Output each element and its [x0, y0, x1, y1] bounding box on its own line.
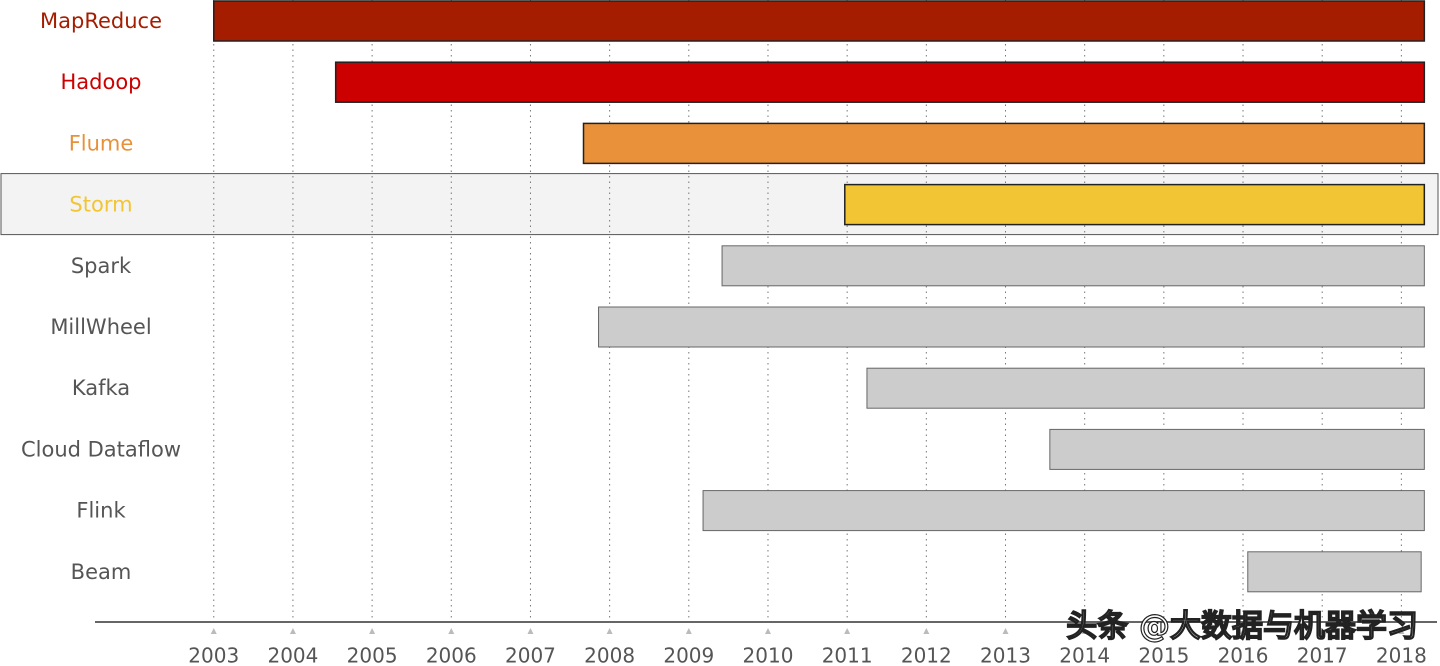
category-label: Beam — [71, 560, 132, 584]
tick-mark — [210, 628, 217, 634]
bar — [844, 183, 1426, 226]
tick-mark — [1002, 628, 1009, 634]
tick-mark — [685, 628, 692, 634]
x-tick-label: 2005 — [347, 644, 398, 666]
tick-mark — [1319, 628, 1326, 634]
x-tick-label: 2008 — [584, 644, 635, 666]
x-tick-label: 2006 — [426, 644, 477, 666]
category-label: Spark — [71, 254, 132, 278]
bar — [213, 0, 1426, 42]
x-tick-label: 2011 — [822, 644, 873, 666]
x-tick-label: 2009 — [663, 644, 714, 666]
bar — [721, 245, 1425, 287]
tick-mark — [764, 628, 771, 634]
category-label: Flume — [69, 131, 134, 155]
tick-mark — [1398, 628, 1405, 634]
x-tick-label: 2003 — [188, 644, 239, 666]
category-label: MapReduce — [40, 9, 162, 33]
bar — [1247, 551, 1422, 593]
tick-mark — [1081, 628, 1088, 634]
tick-mark — [1240, 628, 1247, 634]
tick-mark — [923, 628, 930, 634]
tick-mark — [448, 628, 455, 634]
category-label: MillWheel — [50, 315, 151, 339]
x-tick-label: 2015 — [1138, 644, 1189, 666]
category-label: Storm — [69, 193, 132, 217]
x-tick-label: 2013 — [980, 644, 1031, 666]
tick-mark — [606, 628, 613, 634]
tick-mark — [369, 628, 376, 634]
category-label: Cloud Dataflow — [21, 437, 181, 461]
bar — [866, 367, 1425, 409]
bar — [582, 122, 1426, 165]
x-tick-label: 2017 — [1297, 644, 1348, 666]
x-tick-label: 2010 — [743, 644, 794, 666]
x-tick-label: 2007 — [505, 644, 556, 666]
x-tick-label: 2016 — [1218, 644, 1269, 666]
x-tick-label: 2012 — [901, 644, 952, 666]
x-tick-label: 2004 — [267, 644, 318, 666]
tick-mark — [289, 628, 296, 634]
tick-mark — [1160, 628, 1167, 634]
bar — [702, 490, 1425, 532]
category-label: Hadoop — [60, 70, 141, 94]
watermark: 头条 @大数据与机器学习 — [1066, 609, 1418, 645]
bar — [1049, 428, 1425, 470]
x-tick-label: 2018 — [1376, 644, 1427, 666]
bar — [598, 306, 1425, 348]
bar — [334, 61, 1426, 103]
tick-mark — [527, 628, 534, 634]
tick-mark — [844, 628, 851, 634]
x-tick-label: 2014 — [1059, 644, 1110, 666]
category-label: Kafka — [72, 376, 130, 400]
category-label: Flink — [76, 499, 126, 523]
